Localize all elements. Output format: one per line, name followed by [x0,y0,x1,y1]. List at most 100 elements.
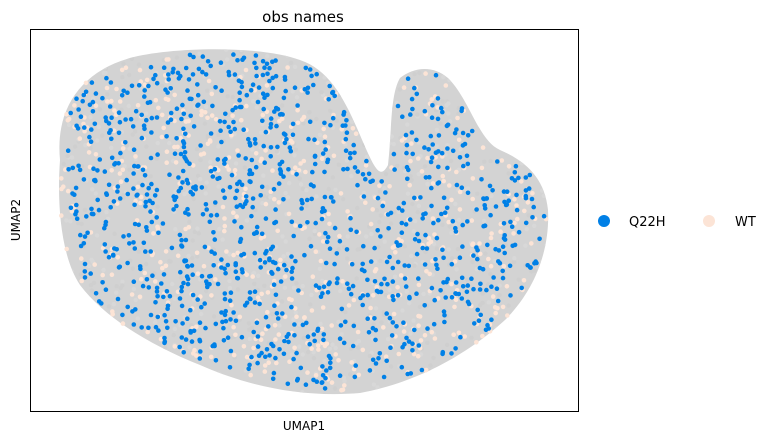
q22h-point [99,301,104,306]
q22h-point [289,254,294,259]
q22h-point [179,288,184,294]
q22h-point [373,337,378,343]
q22h-point [500,268,506,274]
q22h-point [255,360,260,366]
wt-point [373,267,379,272]
q22h-point [259,184,265,190]
wt-point [303,169,308,175]
q22h-point [438,105,444,111]
q22h-point [441,195,447,201]
q22h-point [344,118,349,123]
wt-point [241,344,247,349]
wt-point [398,273,404,278]
q22h-point [269,269,274,275]
q22h-point [89,127,94,132]
q22h-point [239,182,245,188]
q22h-point [188,330,193,335]
q22h-point [291,233,297,239]
wt-point [432,336,438,341]
q22h-point [323,230,328,236]
q22h-point [233,262,238,268]
q22h-point [208,63,213,69]
q22h-point [300,200,305,206]
q22h-point [420,245,426,251]
wt-point [175,289,181,295]
wt-point [322,134,328,139]
wt-point [59,176,64,181]
q22h-point [443,295,449,300]
q22h-point [435,266,440,272]
wt-point [251,345,256,351]
q22h-point [489,317,494,323]
q22h-point [177,344,182,350]
q22h-point [249,157,255,163]
q22h-point [74,202,79,208]
wt-point [391,311,397,317]
q22h-point [436,217,441,223]
q22h-point [182,150,188,155]
plot-frame [30,29,579,412]
q22h-point [422,108,428,114]
q22h-point [87,102,93,108]
wt-point [265,309,270,315]
q22h-point [465,219,470,224]
wt-point [161,125,166,131]
q22h-point [125,260,130,266]
q22h-point [208,213,214,218]
wt-point [201,263,207,269]
wt-point [268,189,274,194]
q22h-point [197,356,203,361]
q22h-point [365,292,371,298]
q22h-point [513,163,519,169]
q22h-point [249,213,254,219]
q22h-point [115,184,121,189]
q22h-point [359,267,365,273]
q22h-point [146,83,151,89]
q22h-point [153,324,159,330]
q22h-point [100,95,105,101]
q22h-point [373,327,379,333]
q22h-point [314,71,320,77]
wt-point [295,107,300,113]
q22h-point [404,142,410,148]
q22h-point [75,126,81,131]
q22h-point [399,220,405,226]
q22h-point [265,92,270,98]
q22h-point [140,182,145,188]
q22h-point [253,65,259,71]
q22h-point [410,341,415,347]
wt-point [422,333,428,338]
q22h-point [480,266,486,272]
q22h-point [70,165,76,171]
q22h-point [444,279,449,285]
q22h-point [423,211,428,216]
wt-point [253,151,259,156]
q22h-point [90,99,96,105]
q22h-point [184,274,190,279]
q22h-point [379,179,385,184]
wt-point [105,99,110,104]
q22h-point [412,195,417,201]
wt-point [100,245,106,251]
q22h-point [141,240,147,246]
wt-point [272,323,278,328]
q22h-point [429,285,435,291]
wt-point [418,338,424,343]
q22h-point [302,87,308,92]
q22h-point [237,239,243,244]
wt-point [172,344,178,349]
q22h-point [208,168,214,174]
q22h-point [93,291,99,296]
wt-point [432,232,437,237]
q22h-point [331,199,336,204]
wt-point [222,216,227,221]
q22h-point [491,275,496,280]
q22h-point [247,290,253,295]
wt-point [244,103,249,109]
wt-point [153,97,159,103]
q22h-point [406,339,412,344]
q22h-point [85,230,90,236]
wt-point [64,112,69,117]
q22h-point [294,172,299,177]
q22h-point [349,261,355,267]
